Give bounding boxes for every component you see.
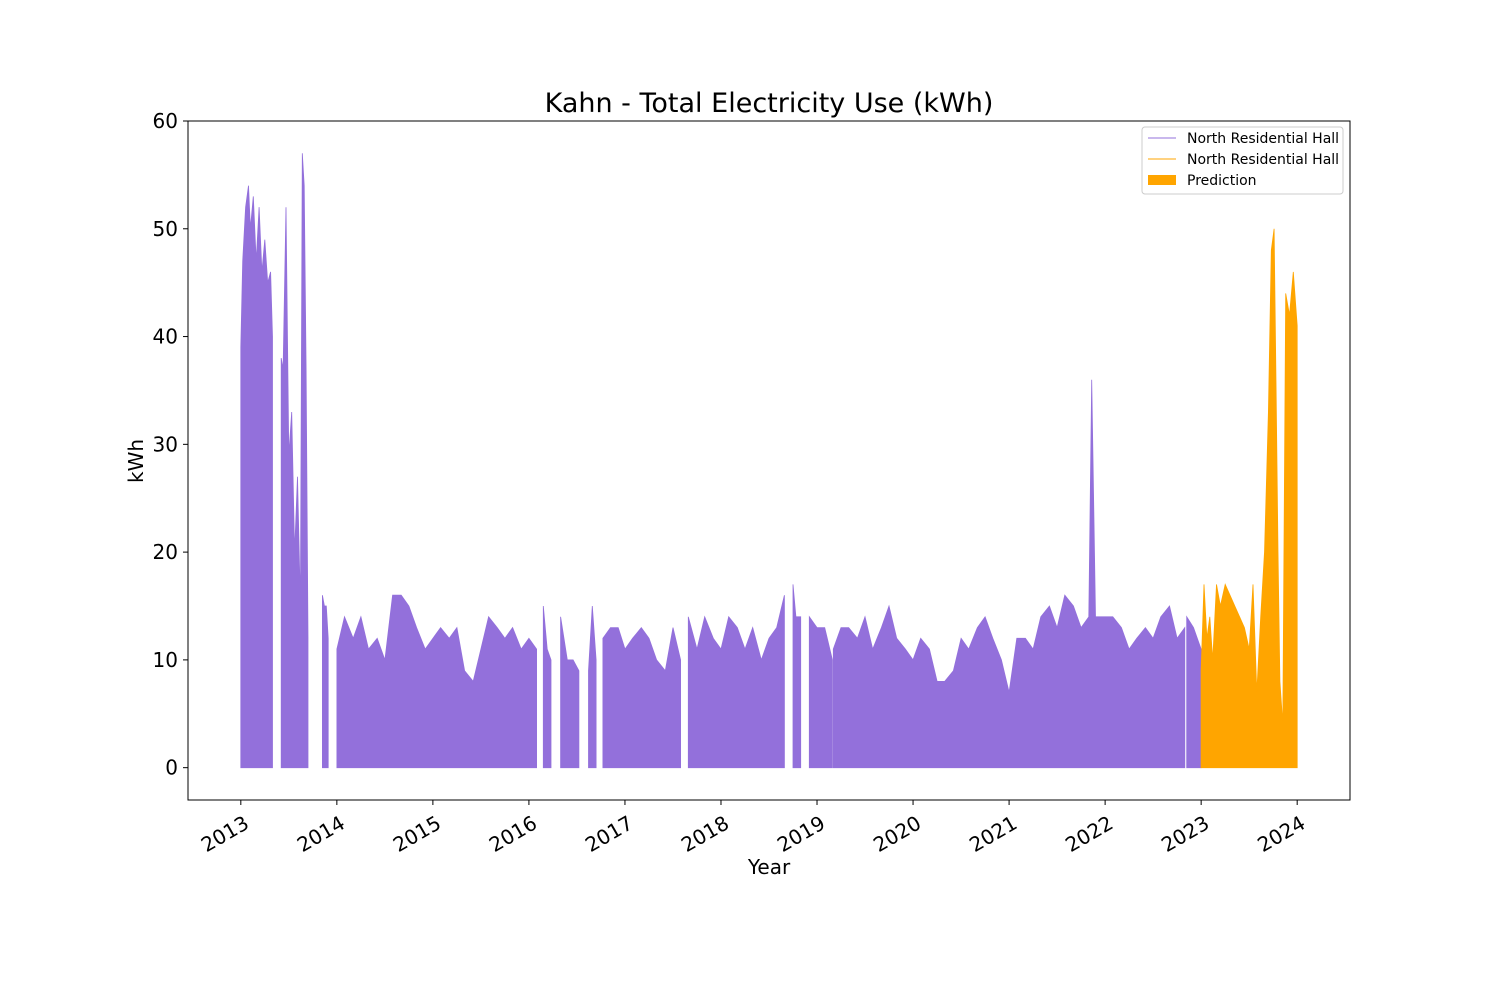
series-1-area-segment-5 (542, 605, 552, 769)
legend-label-1: North Residential Hall (1187, 131, 1339, 147)
series-1-area-segment-13 (1186, 615, 1202, 769)
series-1-area-segment-2 (280, 153, 309, 769)
series-1-area-segment-6 (560, 616, 580, 769)
plot-area (240, 153, 1298, 769)
x-axis-label: Year (747, 855, 791, 879)
series-1-area-segment-1 (240, 185, 273, 769)
series-2-area-segment-1 (1200, 228, 1298, 769)
series-1-area-segment-3 (322, 595, 329, 769)
y-axis: 0 10 20 30 40 50 60 (153, 109, 188, 780)
series-1-area-segment-7 (588, 605, 597, 769)
legend-label-2: North Residential Hall (1187, 152, 1339, 168)
legend-frame (1141, 126, 1344, 195)
series-1-area-segment-8 (602, 626, 681, 769)
y-tick-label-30: 30 (153, 432, 178, 456)
y-tick-label-40: 40 (153, 325, 178, 349)
series-1-area-segment-12 (832, 379, 1186, 769)
series-1-area-segment-11 (808, 615, 833, 769)
series-1-area-segment-9 (687, 595, 785, 769)
y-tick-label-10: 10 (153, 648, 178, 672)
y-tick-label-0: 0 (165, 756, 178, 780)
plot-frame (187, 120, 1351, 801)
legend-label-3: Prediction (1187, 173, 1257, 189)
series-1-area-segment-4 (336, 594, 537, 769)
chart-title: Kahn - Total Electricity Use (kWh) (545, 88, 994, 119)
y-tick-label-50: 50 (153, 217, 178, 241)
y-tick-label-20: 20 (153, 540, 178, 564)
series-1-area-segment-10 (792, 584, 802, 769)
legend-swatch-3 (1148, 175, 1176, 185)
y-tick-label-60: 60 (153, 109, 178, 133)
legend: North Residential Hall North Residential … (1141, 126, 1344, 195)
y-axis-label: kWh (124, 439, 148, 483)
